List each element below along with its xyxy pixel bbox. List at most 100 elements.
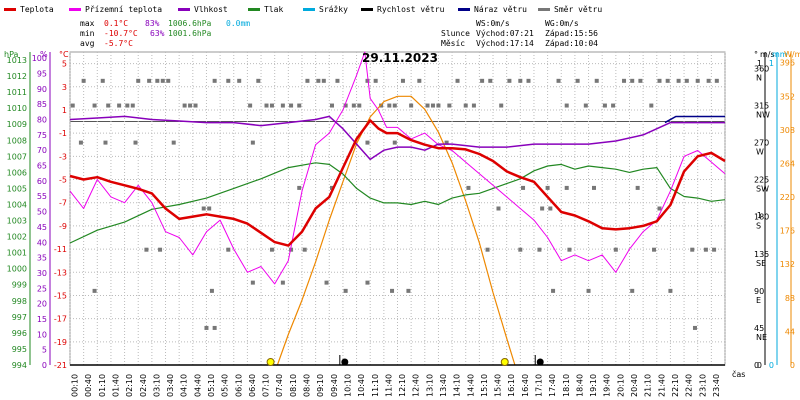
time-tick-label: 00:10 <box>71 374 80 397</box>
c-tick-label: 5 <box>62 60 67 69</box>
time-tick-label: 18:40 <box>575 374 584 397</box>
hpa-tick-label: 1007 <box>7 152 27 161</box>
legend-item: Směr větru <box>538 5 602 14</box>
time-tick-label: 11:10 <box>371 374 380 397</box>
time-tick-label: 20:40 <box>630 374 639 397</box>
time-tick-label: 22:10 <box>671 374 680 397</box>
wind-direction-point <box>526 78 531 83</box>
hpa-tick-label: 1012 <box>7 72 27 81</box>
time-tick-label: 15:40 <box>494 374 503 397</box>
time-tick-label: 23:40 <box>712 374 721 397</box>
wind-direction-point <box>676 78 681 83</box>
time-tick-label: 15:10 <box>480 374 489 397</box>
wind-direction-point <box>81 78 86 83</box>
wind-direction-point <box>417 78 422 83</box>
hpa-tick-label: 1000 <box>7 265 27 274</box>
wm-tick-label: 44 <box>785 327 795 336</box>
pct-tick-label: 45 <box>37 223 47 232</box>
legend-label: Přízemní teplota <box>85 5 162 14</box>
series-teplota <box>69 119 726 247</box>
wind-direction-point <box>545 185 550 190</box>
pct-tick-label: 70 <box>37 146 47 155</box>
wind-direction-point <box>392 103 397 108</box>
deg-tick-label: 90 <box>754 287 764 296</box>
legend-swatch <box>361 8 373 11</box>
wind-direction-point <box>635 185 640 190</box>
wind-direction-point <box>117 103 122 108</box>
wm-tick-label: 396 <box>780 59 795 68</box>
pct-tick-label: 10 <box>37 330 47 339</box>
time-tick-label: 18:10 <box>562 374 571 397</box>
legend-label: Rychlost větru <box>377 5 445 14</box>
wind-direction-point <box>144 247 149 252</box>
wind-direction-point <box>390 288 395 293</box>
wind-direction-point <box>444 140 449 145</box>
wind-direction-point <box>630 78 635 83</box>
time-tick-label: 02:10 <box>125 374 134 397</box>
wind-direction-point <box>692 325 697 330</box>
wind-direction-point <box>564 103 569 108</box>
wm-tick-label: 88 <box>785 294 795 303</box>
time-tick-label: 17:40 <box>548 374 557 397</box>
wind-direction-point <box>622 78 627 83</box>
pct-tick-label: 25 <box>37 284 47 293</box>
wind-direction-point <box>436 103 441 108</box>
wind-direction-point <box>564 185 569 190</box>
deg-tick-label: 225 <box>754 176 769 185</box>
stats-moonset: Západ:10:04 <box>545 39 598 48</box>
wind-direction-point <box>518 78 523 83</box>
pct-tick-label: 65 <box>37 162 47 171</box>
pct-tick-label: 75 <box>37 131 47 140</box>
wind-direction-point <box>103 140 108 145</box>
legend-swatch <box>458 8 470 11</box>
deg-tick-label: 135 <box>754 250 769 259</box>
wind-direction-point <box>611 103 616 108</box>
c-tick-label: -15 <box>54 291 67 300</box>
time-tick-label: 03:40 <box>166 374 175 397</box>
stats-sun-label: Slunce <box>441 29 470 38</box>
deg-tick-label: 180 <box>754 213 769 222</box>
wind-direction-point <box>540 206 545 211</box>
time-tick-label: 08:10 <box>289 374 298 397</box>
stats-avg-temp: -5.7°C <box>104 39 133 48</box>
wind-direction-point <box>160 78 165 83</box>
wind-direction-point <box>297 103 302 108</box>
time-tick-label: 03:10 <box>152 374 161 397</box>
wind-direction-point <box>155 78 160 83</box>
wind-direction-point <box>330 103 334 108</box>
hpa-tick-label: 1008 <box>7 136 27 145</box>
wind-direction-point <box>226 78 231 83</box>
wind-direction-point <box>548 206 553 211</box>
c-tick-label: -9 <box>59 222 67 231</box>
legend: Teplota Přízemní teplota Vlhkost Tlak Srážky… <box>4 5 602 14</box>
wind-direction-point <box>567 247 572 252</box>
dir-tick-label: N <box>756 73 762 82</box>
wind-direction-point <box>592 185 596 190</box>
hpa-tick-label: 996 <box>12 329 27 338</box>
deg-tick-label: 270 <box>754 139 769 148</box>
wind-direction-point <box>499 103 504 108</box>
series-slune-n-z-en- <box>276 95 516 366</box>
wind-direction-point <box>466 185 471 190</box>
wind-direction-point <box>256 78 261 83</box>
wind-direction-point <box>471 103 476 108</box>
wind-direction-point <box>207 206 212 211</box>
mm-unit: mm <box>772 50 788 59</box>
series-layer <box>69 51 726 366</box>
wm-tick-label: 176 <box>780 227 795 236</box>
time-tick-label: 10:40 <box>357 374 366 397</box>
hpa-tick-label: 999 <box>12 281 27 290</box>
wind-direction-point <box>204 325 209 330</box>
stats-moonrise: Východ:17:14 <box>476 39 534 48</box>
unit-labels: hPa % °C ° m/s mm W/m² čas <box>4 50 800 379</box>
stats-block: max 0.1°C 83% 1006.6hPa 0.0mm min -10.7°… <box>80 19 598 48</box>
wind-direction-point <box>316 78 321 83</box>
time-tick-label: 14:40 <box>466 374 475 397</box>
wind-direction-point <box>250 140 255 145</box>
wind-direction-point <box>125 103 130 108</box>
wind-direction-point <box>406 288 411 293</box>
wind-direction-point <box>212 325 217 330</box>
wind-direction-point <box>297 185 302 190</box>
wind-direction-point <box>188 103 193 108</box>
stats-min-temp: -10.7°C <box>104 29 138 38</box>
